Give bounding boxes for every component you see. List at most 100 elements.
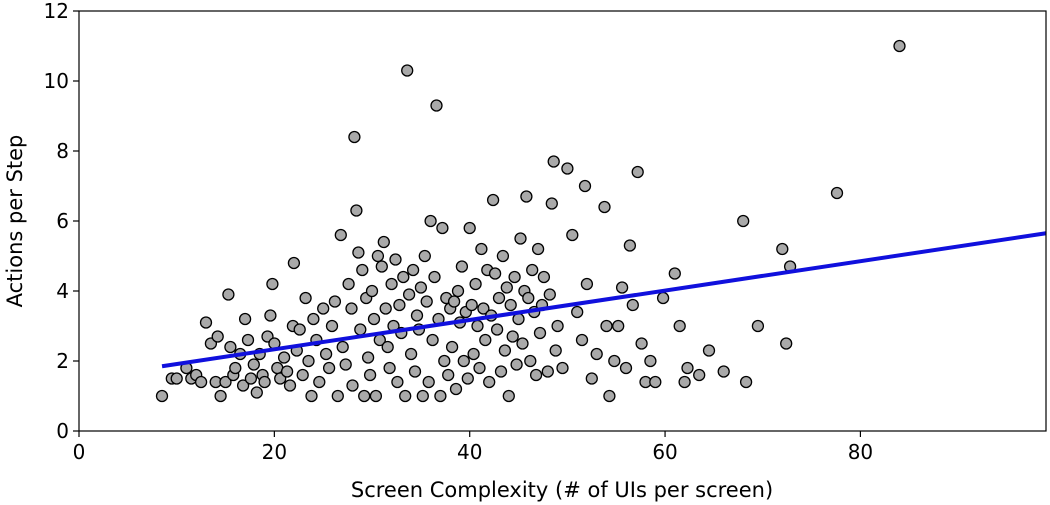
data-point: [524, 354, 537, 368]
data-point: [656, 291, 670, 305]
data-point: [533, 326, 547, 340]
data-point: [475, 242, 488, 256]
data-point: [442, 368, 455, 382]
data-point: [520, 190, 533, 203]
data-point: [336, 340, 349, 354]
data-point: [483, 375, 496, 389]
data-point: [422, 375, 435, 389]
data-point: [488, 267, 502, 280]
data-point: [418, 249, 431, 263]
y-tick-label: 12: [44, 0, 69, 23]
data-point: [404, 347, 418, 361]
data-point: [379, 302, 392, 315]
data-point: [342, 277, 355, 291]
data-point: [401, 64, 414, 77]
data-point: [522, 291, 535, 305]
data-point: [381, 340, 394, 354]
data-point: [328, 295, 342, 308]
data-point: [751, 319, 765, 333]
data-point: [280, 365, 294, 378]
data-point: [556, 361, 569, 375]
data-point: [598, 200, 611, 214]
data-point: [222, 288, 235, 301]
data-point: [428, 270, 441, 284]
data-point: [408, 365, 422, 378]
data-point: [367, 312, 381, 326]
data-point: [737, 214, 750, 228]
data-point: [502, 389, 515, 403]
x-tick-label: 0: [73, 440, 86, 464]
data-point: [681, 361, 694, 375]
data-point: [631, 165, 644, 179]
data-point: [717, 365, 730, 378]
data-point: [346, 379, 359, 392]
data-point: [492, 291, 506, 305]
y-tick-label: 10: [44, 69, 69, 93]
data-point: [287, 256, 301, 270]
x-tick-label: 40: [457, 440, 482, 464]
data-point: [486, 193, 500, 207]
data-point: [451, 284, 465, 298]
y-axis-label: Actions per Step: [3, 135, 27, 308]
data-point: [365, 284, 379, 298]
data-point: [531, 242, 545, 256]
data-point: [668, 267, 681, 280]
y-tick-label: 8: [56, 139, 69, 163]
data-point: [463, 221, 476, 235]
data-point: [194, 375, 208, 389]
data-point: [693, 368, 706, 382]
data-point: [504, 298, 517, 312]
data-point: [508, 270, 521, 284]
data-point: [673, 319, 686, 333]
data-point: [529, 368, 543, 382]
data-point: [283, 379, 297, 392]
data-point: [678, 375, 691, 389]
data-point: [612, 319, 625, 333]
data-point: [498, 344, 512, 357]
data-point: [438, 354, 451, 368]
data-point: [776, 242, 789, 256]
data-point: [371, 249, 385, 263]
data-point: [449, 382, 463, 396]
data-point: [510, 358, 523, 371]
data-point: [467, 347, 480, 361]
data-point: [436, 221, 449, 235]
data-point: [266, 277, 279, 291]
x-tick-label: 20: [262, 440, 287, 464]
y-tick-label: 4: [56, 279, 69, 303]
data-point: [211, 330, 224, 343]
data-point: [490, 323, 504, 336]
data-point: [325, 319, 339, 333]
data-point: [219, 375, 232, 389]
data-point: [739, 375, 753, 389]
data-point: [514, 232, 527, 245]
data-point: [363, 368, 377, 382]
data-point: [580, 277, 594, 291]
data-point: [537, 270, 551, 284]
data-point: [477, 302, 490, 315]
data-point: [457, 354, 470, 368]
data-point: [434, 389, 447, 403]
data-point: [393, 298, 406, 312]
data-point: [496, 249, 510, 263]
data-point: [350, 204, 363, 217]
data-point: [830, 186, 844, 200]
data-point: [494, 365, 508, 378]
data-point: [420, 295, 433, 308]
data-point: [241, 333, 255, 347]
data-point: [430, 99, 443, 112]
data-point: [258, 375, 271, 389]
data-point: [893, 39, 906, 53]
data-point: [293, 323, 306, 336]
data-point: [307, 312, 320, 326]
data-point: [385, 277, 398, 291]
y-tick-label: 2: [56, 349, 69, 373]
data-point: [383, 361, 396, 375]
data-point: [277, 351, 291, 364]
data-point: [571, 305, 584, 319]
data-point: [600, 319, 613, 333]
data-point: [229, 361, 242, 375]
data-point: [214, 389, 227, 403]
data-point: [414, 281, 428, 294]
